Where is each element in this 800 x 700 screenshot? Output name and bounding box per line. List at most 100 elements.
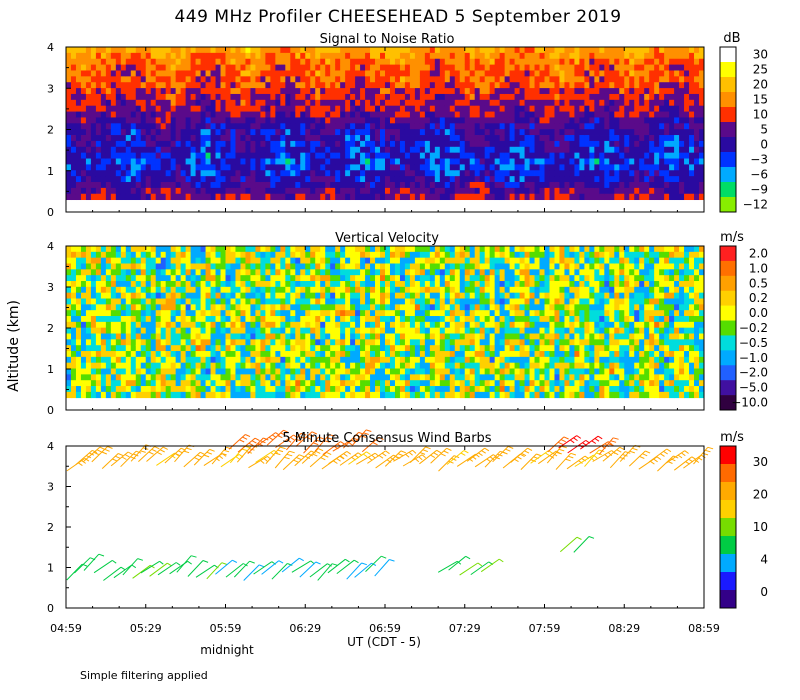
heatmap-cell <box>539 70 545 77</box>
heatmap-cell <box>135 251 142 259</box>
heatmap-cell <box>270 310 276 317</box>
heatmap-cell <box>100 140 107 148</box>
heatmap-cell <box>265 64 271 71</box>
heatmap-cell <box>589 58 595 66</box>
heatmap-cell <box>320 105 326 112</box>
heatmap-cell <box>654 82 660 89</box>
heatmap-cell <box>310 58 316 66</box>
heatmap-cell <box>544 140 550 148</box>
heatmap-cell <box>245 193 251 201</box>
heatmap-cell <box>130 170 137 177</box>
heatmap-cell <box>365 146 371 154</box>
heatmap-cell <box>559 99 565 107</box>
heatmap-cell <box>464 105 471 112</box>
heatmap-cell <box>504 170 511 177</box>
heatmap-cell <box>120 275 127 282</box>
heatmap-cell <box>140 333 147 340</box>
heatmap-cell <box>584 99 590 107</box>
heatmap-cell <box>250 275 256 282</box>
heatmap-cell <box>424 164 431 171</box>
heatmap-cell <box>409 140 416 148</box>
heatmap-cell <box>220 105 226 112</box>
heatmap-cell <box>245 286 251 294</box>
heatmap-cell <box>624 64 630 71</box>
heatmap-cell <box>170 380 177 387</box>
heatmap-cell <box>66 310 72 317</box>
heatmap-cell <box>195 356 201 364</box>
heatmap-cell <box>240 281 246 288</box>
heatmap-cell <box>534 82 540 89</box>
heatmap-cell <box>589 170 595 177</box>
heatmap-cell <box>355 391 361 399</box>
heatmap-cell <box>569 52 575 60</box>
heatmap-cell <box>370 140 376 148</box>
heatmap-cell <box>419 117 426 124</box>
heatmap-cell <box>340 105 346 112</box>
heatmap-cell <box>165 391 172 399</box>
heatmap-cell <box>255 82 261 89</box>
heatmap-cell <box>325 164 331 171</box>
heatmap-cell <box>245 170 251 177</box>
heatmap-cell <box>499 187 506 195</box>
heatmap-cell <box>330 52 336 60</box>
heatmap-cell <box>559 93 565 101</box>
heatmap-cell <box>70 47 77 54</box>
heatmap-cell <box>160 321 167 329</box>
heatmap-cell <box>664 99 670 107</box>
heatmap-cell <box>554 111 560 118</box>
heatmap-cell <box>559 82 565 89</box>
heatmap-cell <box>534 182 540 189</box>
heatmap-cell <box>85 123 92 130</box>
heatmap-cell <box>265 286 271 294</box>
heatmap-cell <box>200 380 206 387</box>
heatmap-cell <box>439 152 446 159</box>
heatmap-cell <box>85 88 92 95</box>
heatmap-cell <box>105 76 112 83</box>
heatmap-cell <box>549 158 555 165</box>
heatmap-cell <box>489 64 496 71</box>
heatmap-cell <box>504 47 511 54</box>
heatmap-cell <box>115 391 122 399</box>
heatmap-cell <box>195 170 201 177</box>
heatmap-cell <box>285 135 291 142</box>
heatmap-cell <box>335 88 341 95</box>
heatmap-cell <box>599 111 605 118</box>
heatmap-cell <box>509 129 515 136</box>
heatmap-cell <box>195 47 201 54</box>
heatmap-cell <box>120 356 127 364</box>
heatmap-cell <box>175 123 182 130</box>
heatmap-cell <box>200 123 206 130</box>
heatmap-cell <box>365 356 371 364</box>
heatmap-cell <box>315 129 321 136</box>
heatmap-cell <box>105 374 112 381</box>
heatmap-cell <box>285 251 291 259</box>
heatmap-cell <box>599 158 605 165</box>
heatmap-cell <box>484 170 491 177</box>
heatmap-cell <box>280 176 286 183</box>
heatmap-cell <box>604 76 610 83</box>
heatmap-cell <box>355 129 361 136</box>
colorbar-swatch <box>720 167 736 183</box>
heatmap-cell <box>140 269 147 276</box>
heatmap-cell <box>210 140 216 148</box>
heatmap-cell <box>305 58 311 66</box>
heatmap-cell <box>459 111 466 118</box>
heatmap-cell <box>260 333 266 340</box>
heatmap-cell <box>365 345 371 352</box>
heatmap-cell <box>280 58 286 66</box>
colorbar-label: 5 <box>760 123 768 137</box>
heatmap-cell <box>205 117 211 124</box>
heatmap-cell <box>355 386 361 393</box>
heatmap-cell <box>175 333 182 340</box>
heatmap-cell <box>669 158 675 165</box>
heatmap-cell <box>634 164 640 171</box>
heatmap-cell <box>594 170 600 177</box>
heatmap-cell <box>190 281 196 288</box>
heatmap-cell <box>240 321 246 329</box>
heatmap-cell <box>569 64 575 71</box>
heatmap-cell <box>175 251 182 259</box>
heatmap-cell <box>639 182 645 189</box>
heatmap-cell <box>235 47 241 54</box>
heatmap-cell <box>594 135 600 142</box>
heatmap-cell <box>95 298 102 305</box>
